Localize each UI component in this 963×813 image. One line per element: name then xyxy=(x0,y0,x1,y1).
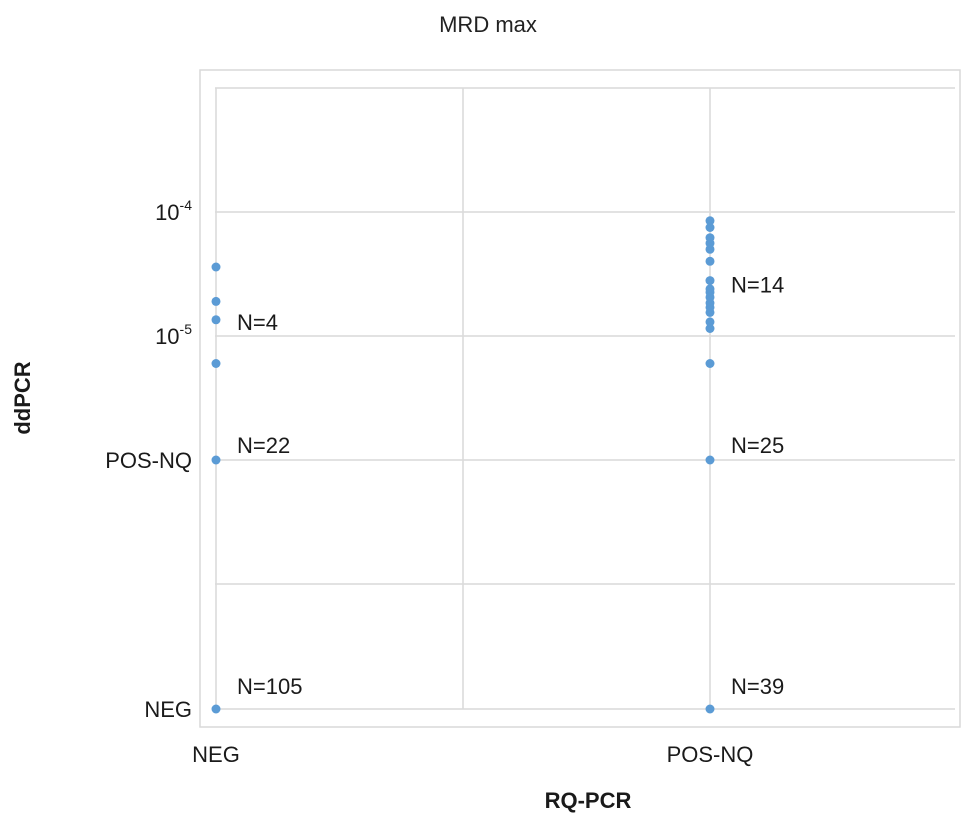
data-point xyxy=(705,359,715,368)
count-annotation: N=4 xyxy=(237,310,278,335)
data-point xyxy=(211,704,221,714)
data-point xyxy=(705,704,715,714)
data-point xyxy=(705,324,715,333)
annotations: N=4 N=22 N=105 N=14 N=25 N=39 xyxy=(237,273,784,700)
data-point xyxy=(211,359,221,368)
count-annotation: N=105 xyxy=(237,674,302,699)
count-annotation: N=22 xyxy=(237,433,290,458)
y-tick-label: 10-4 xyxy=(155,197,192,225)
x-axis-title: RQ-PCR xyxy=(545,788,632,813)
y-tick-label: 10-5 xyxy=(155,321,192,349)
plot-frame xyxy=(199,69,961,728)
gridlines xyxy=(215,87,955,710)
y-axis-title: ddPCR xyxy=(10,361,35,434)
data-point xyxy=(705,284,715,294)
data-point xyxy=(211,455,221,465)
data-point xyxy=(705,276,715,286)
count-annotation: N=39 xyxy=(731,674,784,699)
x-tick-label: POS-NQ xyxy=(667,742,754,767)
data-point xyxy=(705,256,715,266)
count-annotation: N=25 xyxy=(731,433,784,458)
data-point xyxy=(705,455,715,465)
count-annotation: N=14 xyxy=(731,273,784,298)
data-point xyxy=(705,317,715,327)
x-tick-label: NEG xyxy=(192,742,240,767)
x-axis-ticks: NEG POS-NQ xyxy=(192,742,753,767)
data-point xyxy=(705,233,715,243)
data-point xyxy=(705,216,715,226)
data-point xyxy=(705,223,715,232)
data-point xyxy=(211,315,221,325)
y-axis-ticks: NEG POS-NQ 10-5 10-4 xyxy=(105,197,192,722)
data-point xyxy=(211,262,221,272)
chart-title: MRD max xyxy=(439,12,537,37)
data-point xyxy=(211,296,221,306)
data-points xyxy=(211,216,715,714)
y-tick-label: POS-NQ xyxy=(105,448,192,473)
y-tick-label: NEG xyxy=(144,697,192,722)
